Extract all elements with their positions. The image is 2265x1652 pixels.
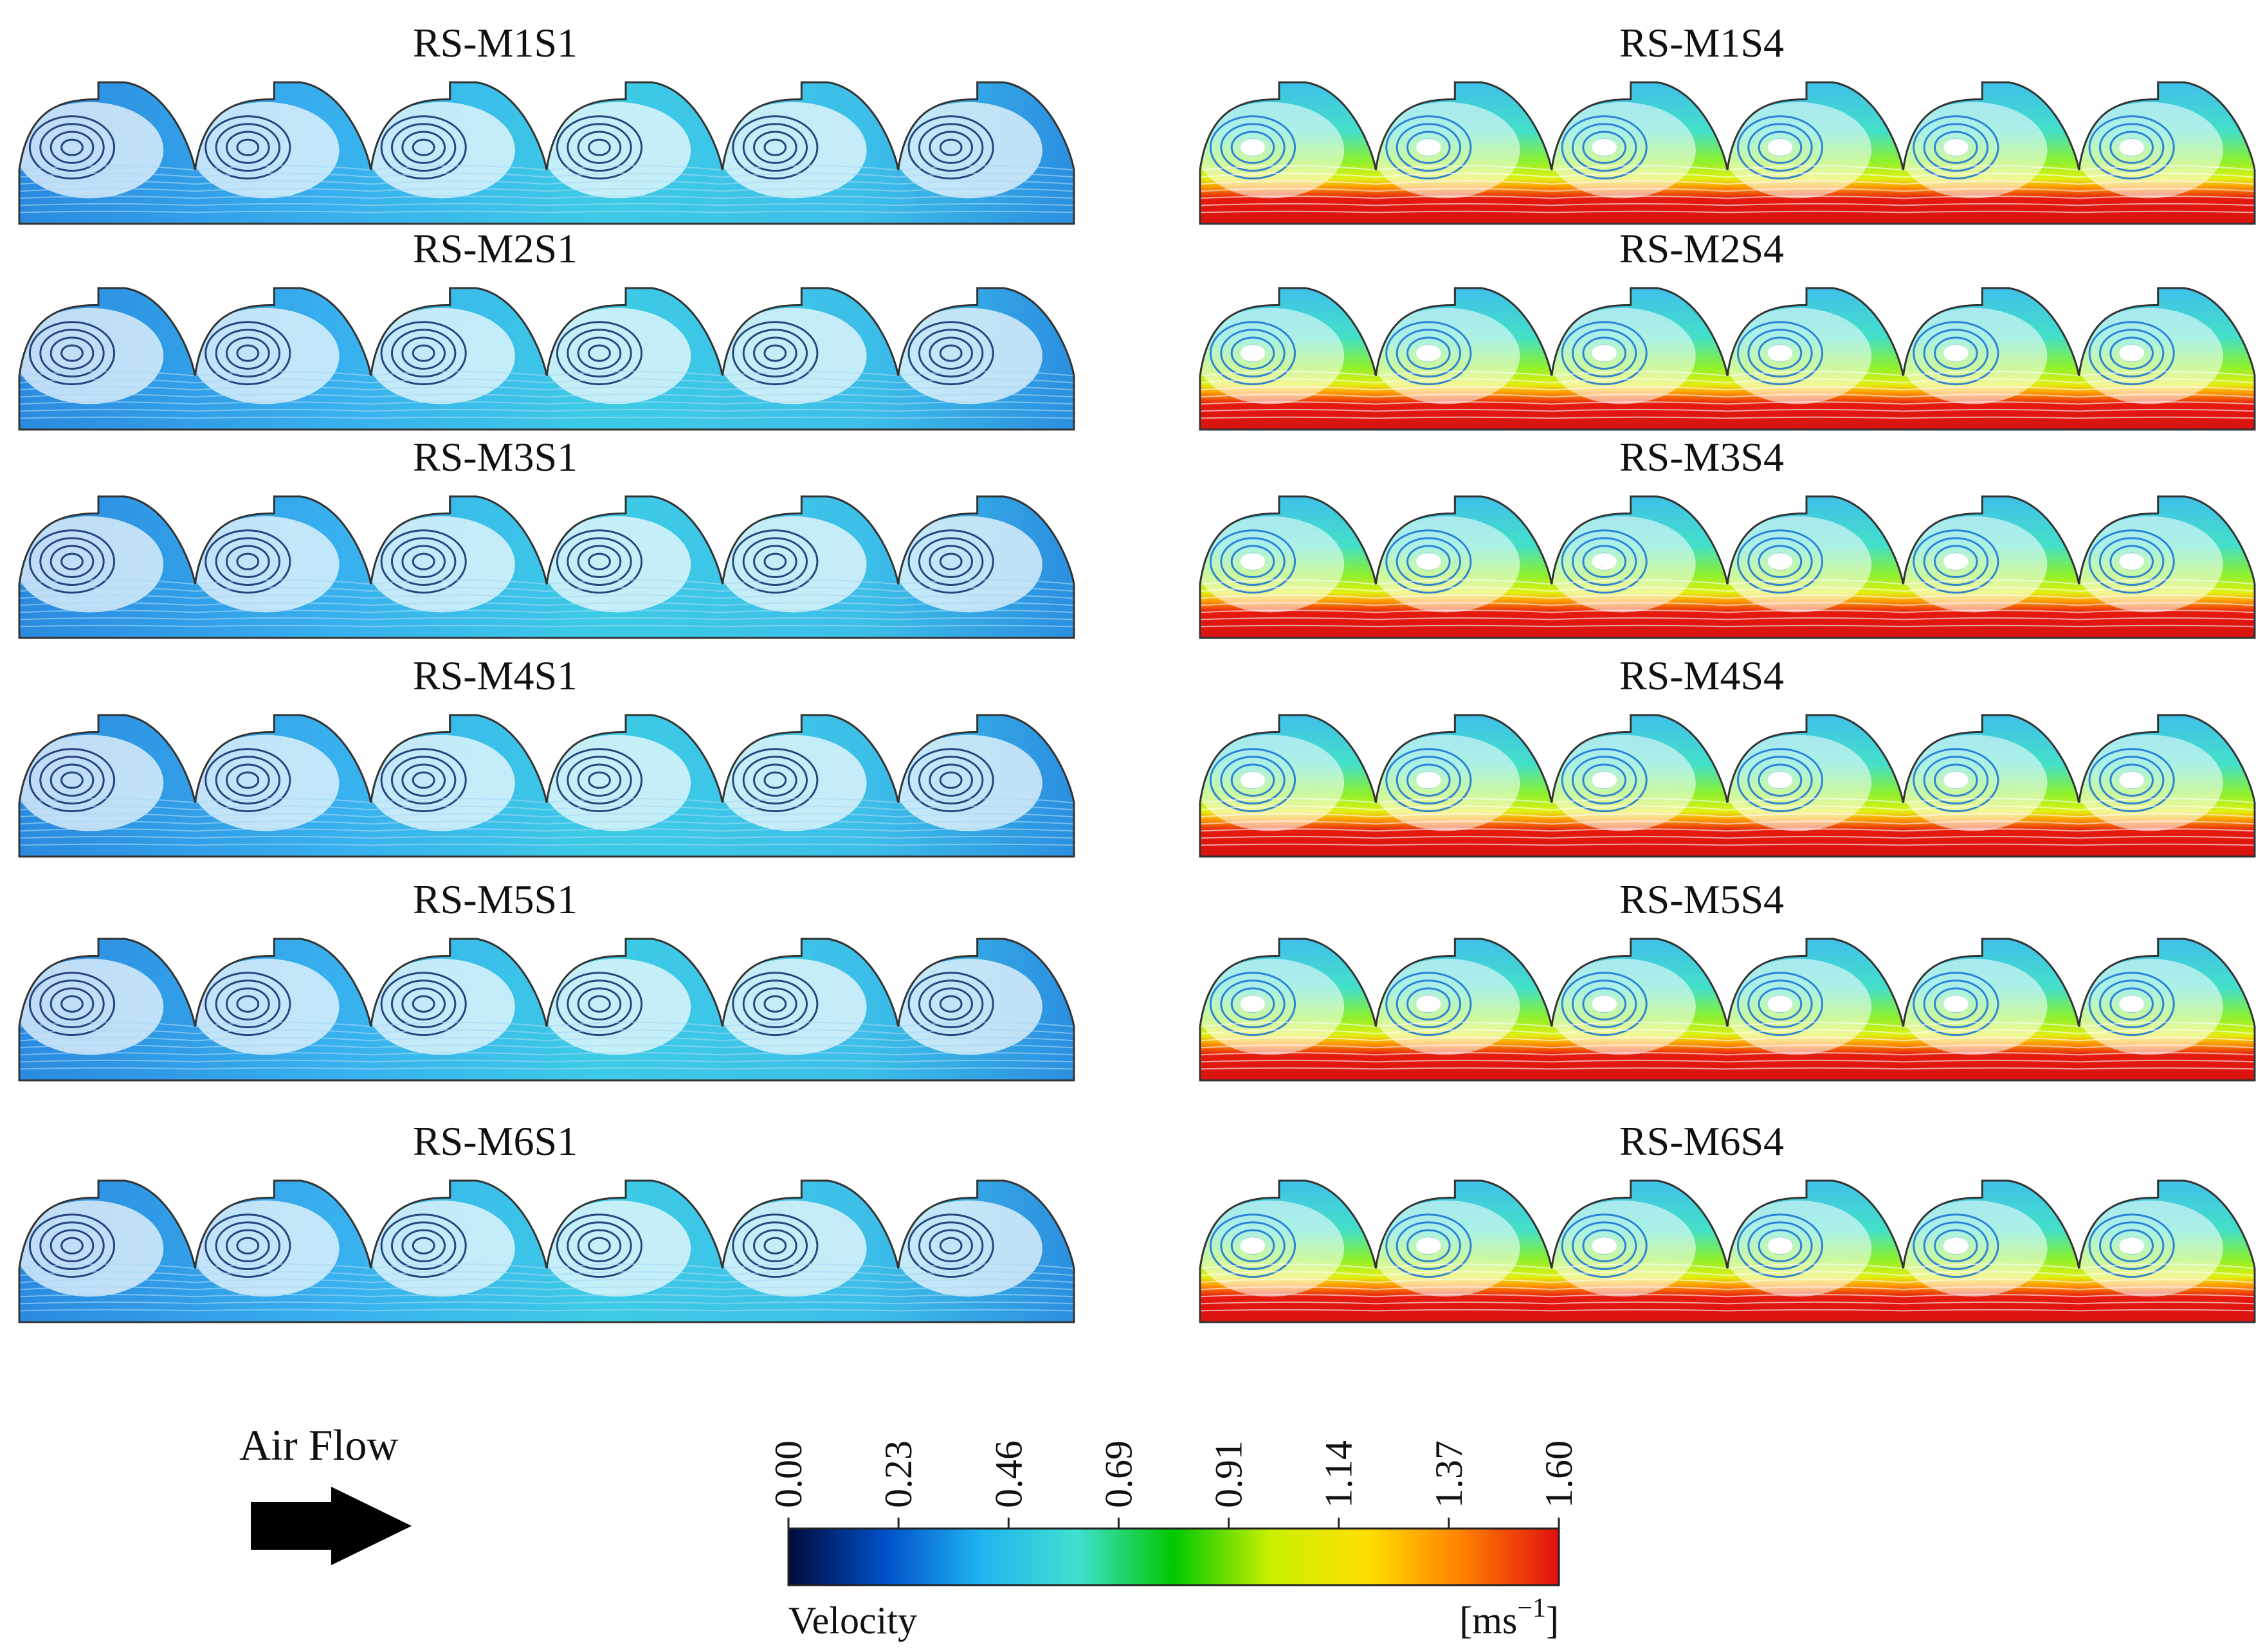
panel-title: RS-M2S4: [1619, 226, 1784, 271]
velocity-field: [19, 288, 1074, 430]
flow-panel: RS-M6S1: [18, 1118, 1075, 1323]
flow-panel: RS-M3S1: [18, 434, 1075, 639]
panel-title: RS-M6S4: [1619, 1118, 1784, 1164]
velocity-field: [19, 496, 1074, 638]
colorbar-tick-label: 0.46: [987, 1440, 1030, 1508]
colorbar-tick-label: 1.37: [1428, 1440, 1470, 1508]
colorbar-unit: [ms−1]: [1459, 1593, 1559, 1642]
velocity-colorbar: 0.00 0.23 0.46 0.69 0.91 1.14 1.37 1.60 Velocit…: [767, 1440, 1580, 1642]
colorbar-label: Velocity: [788, 1599, 917, 1642]
panel-outline: [1199, 938, 2256, 1082]
air-flow-indicator: Air Flow: [239, 1421, 412, 1565]
flow-panel: RS-M1S1: [18, 20, 1075, 225]
panel-title: RS-M1S4: [1619, 20, 1784, 66]
air-flow-arrow-icon: [251, 1487, 412, 1565]
colorbar-tick-label: 1.60: [1538, 1440, 1580, 1508]
flow-panel: RS-M4S4: [1199, 653, 2256, 858]
flow-panel: RS-M4S1: [18, 653, 1075, 858]
flow-panel: RS-M1S4: [1199, 20, 2256, 225]
panel-title: RS-M1S1: [413, 20, 578, 66]
colorbar-tick-label: 0.69: [1097, 1440, 1140, 1508]
flow-panel: RS-M2S4: [1199, 226, 2256, 431]
panel-outline: [1199, 1179, 2256, 1323]
panel-title: RS-M5S1: [413, 876, 578, 922]
velocity-field: [19, 715, 1074, 857]
panel-outline: [18, 1179, 1075, 1323]
panel-outline: [1199, 495, 2256, 639]
panel-title: RS-M3S1: [413, 434, 578, 480]
air-flow-label: Air Flow: [239, 1421, 398, 1469]
velocity-field: [19, 1181, 1074, 1322]
velocity-field: [19, 939, 1074, 1080]
velocity-field: [19, 82, 1074, 224]
colorbar-gradient: [787, 1527, 1560, 1586]
panel-title: RS-M6S1: [413, 1118, 578, 1164]
velocity-field: [1200, 939, 2255, 1080]
panel-outline: [18, 714, 1075, 858]
panel-outline: [18, 495, 1075, 639]
flow-panel: RS-M5S1: [18, 876, 1075, 1082]
panel-title: RS-M4S1: [413, 653, 578, 698]
colorbar-tick-label: 1.14: [1318, 1440, 1360, 1508]
velocity-field: [1200, 82, 2255, 224]
panel-outline: [18, 287, 1075, 431]
colorbar-tick-label: 0.23: [877, 1440, 920, 1508]
velocity-field: [1200, 496, 2255, 638]
colorbar-ticks: 0.00 0.23 0.46 0.69 0.91 1.14 1.37 1.60: [767, 1440, 1580, 1529]
panel-title: RS-M5S4: [1619, 876, 1784, 922]
flow-panel: RS-M6S4: [1199, 1118, 2256, 1323]
flow-panel: RS-M2S1: [18, 226, 1075, 431]
panel-grid: RS-M1S1 RS-M1S4 RS-M2S1 RS-M2S4 RS-M3S1 RS-M3…: [18, 20, 2256, 1323]
colorbar-tick-label: 0.00: [767, 1440, 810, 1508]
velocity-field: [1200, 1181, 2255, 1322]
panel-title: RS-M3S4: [1619, 434, 1784, 480]
panel-outline: [18, 81, 1075, 225]
panel-title: RS-M2S1: [413, 226, 578, 271]
flow-panel: RS-M5S4: [1199, 876, 2256, 1082]
velocity-field: [1200, 715, 2255, 857]
velocity-field: [1200, 288, 2255, 430]
flow-panel: RS-M3S4: [1199, 434, 2256, 639]
panel-title: RS-M4S4: [1619, 653, 1784, 698]
colorbar-tick-label: 0.91: [1208, 1440, 1250, 1508]
panel-outline: [1199, 81, 2256, 225]
panel-outline: [18, 938, 1075, 1082]
panel-outline: [1199, 287, 2256, 431]
panel-outline: [1199, 714, 2256, 858]
